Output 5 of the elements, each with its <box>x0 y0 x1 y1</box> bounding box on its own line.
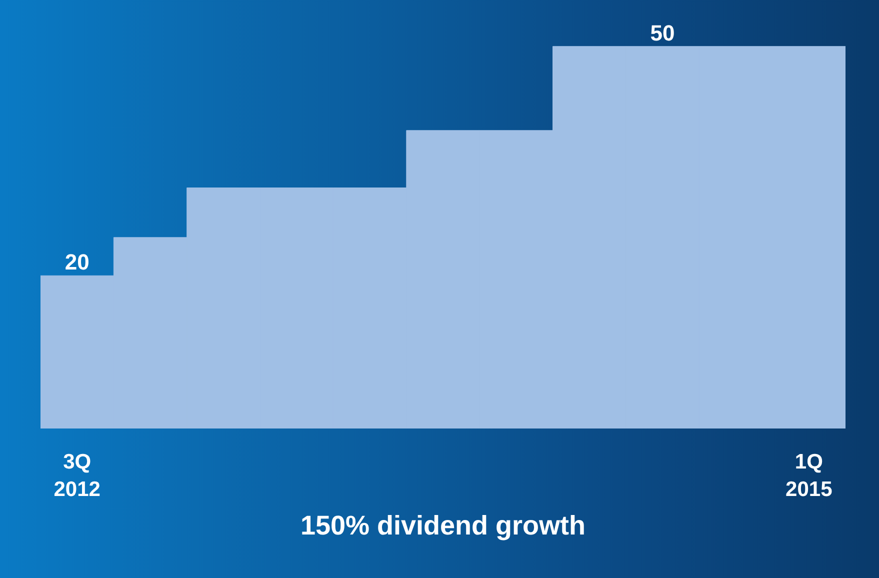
x-tick-label: 3Q 2012 <box>54 450 100 502</box>
data-label: 20 <box>64 250 90 275</box>
data-label: 50 <box>650 20 675 46</box>
text: 150% dividend growth <box>300 510 586 540</box>
x-tick-label: 1Q 2015 <box>786 450 833 502</box>
